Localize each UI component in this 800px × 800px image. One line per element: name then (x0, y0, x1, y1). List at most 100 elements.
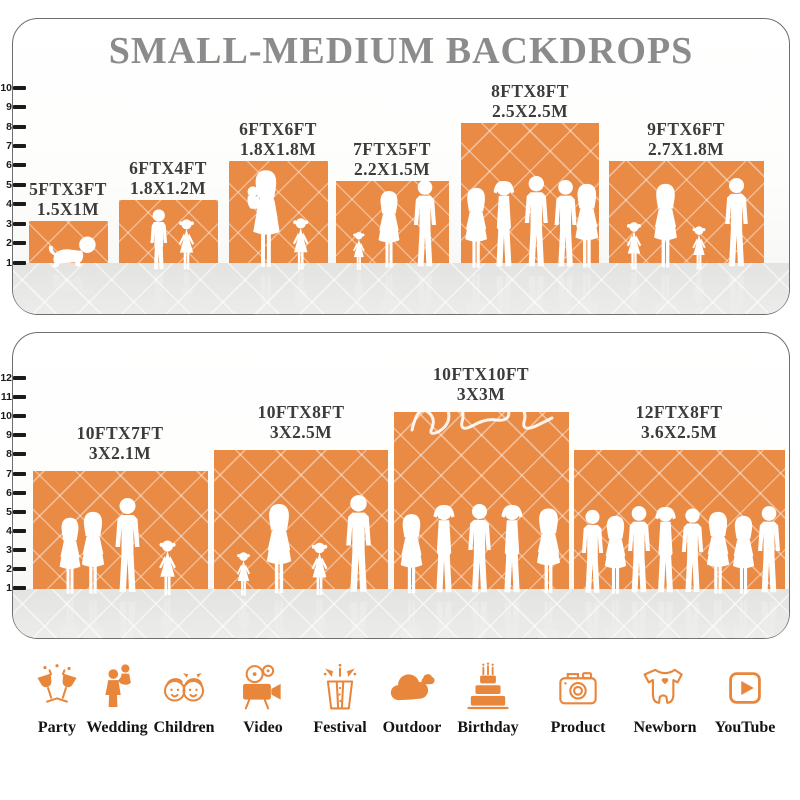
ruler-dash (13, 567, 26, 571)
backdrop-label: 9FTX6FT 2.7X1.8M (647, 119, 725, 159)
category-festival: Festival (298, 658, 382, 737)
panel-large-sizes: 12 11 10 9 8 7 6 5 4 3 2 1 10FTX7FT 3X2.… (0, 332, 790, 699)
backdrop-7ftx5ft (336, 180, 449, 362)
ruler-tick: 9 (0, 429, 26, 441)
backdrop-9ftx6ft (609, 161, 764, 365)
category-label: Wedding (86, 719, 148, 736)
ruler-tick: 3 (0, 218, 26, 230)
ruler-tick: 6 (0, 159, 26, 171)
people-silhouette-group (400, 503, 560, 594)
ruler-tick: 1 (0, 257, 26, 269)
ruler-dash (13, 202, 26, 206)
ruler-dash (13, 433, 26, 437)
ruler-number: 9 (6, 429, 12, 441)
ruler-dash (13, 144, 26, 148)
ruler-number: 11 (0, 391, 12, 403)
ruler-tick: 12 (0, 372, 26, 384)
backdrop-label: 6FTX4FT 1.8X1.2M (129, 158, 207, 198)
ruler-dash (13, 376, 26, 380)
handwriting-decoration (410, 401, 554, 435)
ruler-tick: 5 (0, 506, 26, 518)
people-silhouette-family (236, 495, 371, 596)
people-silhouette-reflection (48, 274, 96, 306)
ruler-dash (13, 163, 26, 167)
gift-box-icon (323, 663, 357, 710)
backdrop-label: 6FTX6FT 1.8X1.8M (239, 119, 317, 159)
category-label: Newborn (633, 719, 697, 736)
ruler-tick: 2 (0, 563, 26, 575)
baby-onesie-icon (643, 668, 683, 704)
people-silhouette-children (149, 209, 194, 270)
children-faces-icon (163, 673, 205, 702)
ruler-number: 8 (6, 448, 12, 460)
page-title: SMALL-MEDIUM BACKDROPS (108, 30, 694, 72)
ruler-dash (13, 510, 26, 514)
ruler-dash (13, 105, 26, 109)
backdrop-label: 7FTX5FT 2.2X1.5M (353, 139, 431, 179)
category-youtube: YouTube (703, 658, 787, 737)
ruler-number: 12 (0, 372, 12, 384)
ruler-dash (13, 472, 26, 476)
backdrop-label: 12FTX8FT 3.6X2.5M (635, 402, 723, 442)
backdrop-5ftx3ft (29, 221, 108, 306)
backdrop-10ftx8ft (214, 450, 388, 699)
category-label: Children (153, 719, 215, 736)
ruler-tick: 6 (0, 487, 26, 499)
ruler-number: 3 (6, 544, 12, 556)
ruler-number: 6 (6, 487, 12, 499)
ruler-number: 8 (6, 121, 12, 133)
ruler-tick: 8 (0, 121, 26, 133)
ruler-tick: 9 (0, 101, 26, 113)
wedding-couple-icon (105, 664, 131, 708)
ruler-dash (13, 222, 26, 226)
ruler-dash (13, 548, 26, 552)
ruler-number: 10 (0, 410, 12, 422)
ruler-tick: 8 (0, 448, 26, 460)
backdrop-12ftx8ft (574, 450, 785, 688)
category-product: Product (536, 658, 620, 737)
ruler-tick: 4 (0, 525, 26, 537)
ruler-dash (13, 261, 26, 265)
backdrop-label: 10FTX7FT 3X2.1M (76, 423, 164, 463)
backdrop-label: 8FTX8FT 2.5X2.5M (491, 81, 569, 121)
ruler-tick: 2 (0, 237, 26, 249)
ruler-dash (13, 491, 26, 495)
cloud-icon (390, 674, 435, 701)
ruler-number: 6 (6, 159, 12, 171)
people-silhouette-crowd (581, 506, 780, 594)
category-row: Party Wedding (0, 658, 800, 768)
panel-small-sizes: SMALL-MEDIUM BACKDROPS 10 9 8 7 6 5 4 3 … (0, 18, 790, 372)
category-label: Outdoor (382, 719, 442, 736)
backdrop-10ftx10ft (394, 401, 569, 691)
ruler-tick: 7 (0, 468, 26, 480)
ruler-tick: 4 (0, 198, 26, 210)
people-silhouette-reflection (149, 272, 194, 333)
category-children: Children (142, 658, 226, 737)
ruler-dash (13, 183, 26, 187)
party-glasses-icon (37, 664, 77, 703)
people-silhouette-family (626, 177, 748, 270)
ruler-number: 9 (6, 101, 12, 113)
people-silhouette-group (465, 175, 599, 268)
ruler-number: 10 (0, 82, 12, 94)
ruler-tick: 10 (0, 82, 26, 94)
birthday-cake-icon (467, 662, 509, 710)
people-silhouette-family (352, 180, 436, 270)
photo-camera-icon (559, 672, 597, 705)
category-birthday: Birthday (446, 658, 530, 737)
ruler-dash (13, 125, 26, 129)
category-label: Video (243, 719, 283, 736)
category-wedding: Wedding (75, 658, 159, 737)
category-outdoor: Outdoor (370, 658, 454, 737)
people-silhouette-baby (48, 236, 96, 268)
category-video: Video (221, 658, 305, 737)
ruler-dash (13, 452, 26, 456)
ruler-number: 7 (6, 140, 12, 152)
ruler-tick: 7 (0, 140, 26, 152)
backdrop-label: 10FTX10FT 3X3M (433, 364, 529, 404)
ruler-number: 4 (6, 525, 12, 537)
backdrop-8ftx8ft (461, 123, 599, 367)
ruler-number: 3 (6, 218, 12, 230)
ruler-number: 1 (6, 582, 12, 594)
